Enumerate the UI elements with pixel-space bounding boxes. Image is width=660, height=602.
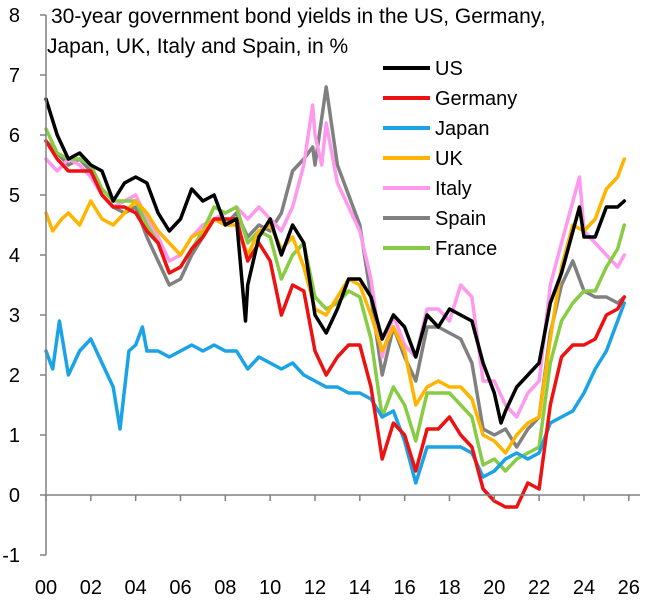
series-line-germany (44, 139, 627, 509)
series-line-italy (44, 103, 627, 419)
x-tick-label: 06 (169, 577, 191, 599)
legend-label-italy: Italy (435, 178, 472, 200)
x-tick-label: 02 (80, 577, 102, 599)
x-tick-label: 22 (528, 577, 550, 599)
series-lines (44, 85, 627, 509)
y-tick-label: 8 (9, 5, 20, 27)
chart-title-line-2: Japan, UK, Italy and Spain, in % (47, 35, 348, 58)
x-axis-ticks: 00 02 04 06 08 10 12 14 16 18 20 22 24 26 (35, 495, 640, 599)
series-line-france (44, 127, 627, 473)
chart-title-line-1: 30-year government bond yields in the US… (51, 5, 546, 28)
x-tick-label: 20 (483, 577, 505, 599)
y-tick-label: 4 (9, 245, 20, 267)
y-tick-label: 3 (9, 305, 20, 327)
series-line-spain (44, 85, 627, 449)
chart-title: 30-year government bond yields in the US… (47, 5, 546, 58)
x-tick-label: 16 (394, 577, 416, 599)
x-tick-label: 24 (573, 577, 595, 599)
legend: US Germany Japan UK Italy Spain France (383, 58, 517, 260)
y-tick-label: 7 (9, 65, 20, 87)
legend-label-japan: Japan (435, 118, 490, 140)
x-tick-label: 26 (618, 577, 640, 599)
legend-label-us: US (435, 58, 463, 80)
legend-label-germany: Germany (435, 88, 517, 110)
x-tick-label: 04 (125, 577, 147, 599)
legend-label-spain: Spain (435, 208, 486, 230)
series-line-us (44, 97, 627, 425)
y-tick-label: 2 (9, 365, 20, 387)
y-tick-label: -1 (2, 545, 20, 567)
x-tick-label: 00 (35, 577, 57, 599)
y-tick-label: 5 (9, 185, 20, 207)
y-axis-ticks: -1 0 1 2 3 4 5 6 7 8 (2, 5, 46, 567)
x-tick-label: 10 (259, 577, 281, 599)
x-tick-label: 18 (438, 577, 460, 599)
y-tick-label: 6 (9, 125, 20, 147)
y-tick-label: 0 (9, 485, 20, 507)
legend-label-france: France (435, 238, 497, 260)
series-line-japan (44, 301, 627, 485)
legend-label-uk: UK (435, 148, 463, 170)
series-line-uk (44, 157, 627, 455)
x-tick-label: 12 (304, 577, 326, 599)
x-tick-label: 08 (214, 577, 236, 599)
x-tick-label: 14 (349, 577, 371, 599)
y-tick-label: 1 (9, 425, 20, 447)
axes (45, 15, 640, 555)
